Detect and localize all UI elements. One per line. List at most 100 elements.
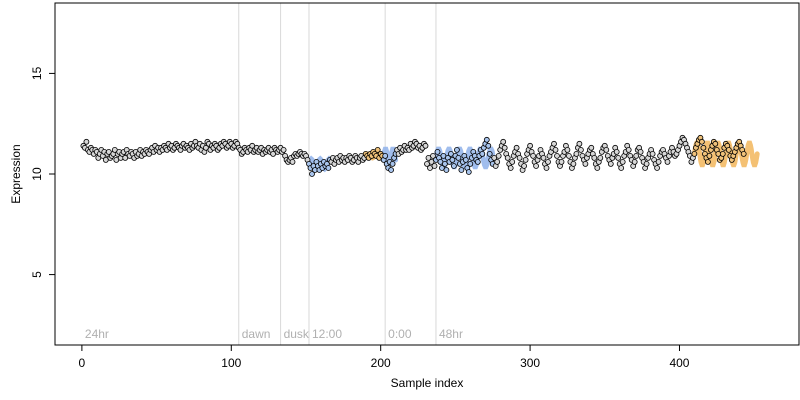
y-axis-label: Expression [9, 144, 23, 203]
segment-label: dawn [242, 327, 271, 341]
data-point [450, 163, 457, 169]
data-point [513, 144, 520, 151]
data-point [495, 152, 502, 159]
data-point [654, 165, 660, 171]
data-point [500, 138, 507, 145]
data-point [631, 158, 638, 165]
data-point [633, 152, 640, 159]
data-point [643, 160, 650, 167]
data-point [504, 154, 511, 161]
data-point [740, 150, 747, 157]
data-point [522, 156, 529, 163]
data-point [453, 146, 460, 153]
data-point [501, 144, 508, 151]
data-point [430, 152, 436, 159]
data-point [422, 142, 429, 149]
data-point [554, 152, 560, 159]
data-point [613, 148, 620, 155]
data-point [719, 150, 726, 157]
data-point [566, 152, 572, 159]
data-point [691, 150, 698, 157]
data-point [527, 142, 533, 149]
data-point [443, 167, 450, 173]
data-point [486, 150, 493, 157]
segment-label: 24hr [85, 327, 109, 341]
data-point [540, 154, 547, 161]
data-point [664, 158, 671, 165]
x-tick-label: 300 [520, 356, 540, 370]
data-point [578, 146, 584, 153]
data-point [434, 148, 441, 155]
data-point [725, 146, 732, 153]
data-point [465, 169, 472, 175]
data-point [83, 138, 90, 145]
segment-label: 48hr [439, 327, 463, 341]
data-point [607, 160, 614, 167]
data-point [533, 163, 539, 169]
segment-labels: 24hr dawn dusk 12:00 0:00 48hr [85, 327, 463, 341]
data-point [618, 165, 625, 171]
y-axis: 5 10 15 [30, 66, 56, 278]
data-point [552, 146, 559, 153]
data-point [712, 140, 719, 147]
x-tick-label: 100 [221, 356, 241, 370]
y-tick-label: 15 [30, 66, 44, 80]
data-point [649, 150, 656, 157]
data-point [591, 154, 598, 161]
segment-dividers [238, 3, 437, 345]
data-point [655, 158, 662, 165]
x-tick-label: 0 [79, 356, 86, 370]
data-point [462, 156, 469, 163]
data-point [603, 146, 610, 153]
x-tick-label: 400 [669, 356, 689, 370]
data-point [573, 150, 580, 157]
data-point [389, 160, 396, 167]
data-point [570, 160, 577, 167]
data-point [479, 150, 486, 157]
data-point [507, 165, 514, 171]
data-point [509, 158, 516, 165]
y-tick-label: 5 [30, 271, 44, 278]
data-point [388, 167, 395, 173]
data-point [458, 167, 465, 173]
data-point [699, 138, 705, 145]
x-axis: 0 100 200 300 400 [79, 344, 690, 370]
data-point [325, 165, 332, 171]
data-point [516, 154, 523, 161]
data-point [564, 146, 571, 153]
data-point [615, 154, 622, 161]
data-point [521, 163, 527, 169]
data-point [449, 156, 456, 163]
data-point [474, 158, 481, 165]
data-point [594, 165, 601, 171]
data-point [382, 152, 389, 159]
data-point [545, 158, 551, 165]
data-point [625, 146, 632, 153]
data-point [289, 158, 296, 165]
data-point [551, 140, 557, 147]
data-point [706, 152, 713, 159]
data-point [280, 146, 287, 153]
data-point [431, 163, 438, 169]
data-point [530, 152, 536, 159]
x-axis-label: Sample index [391, 376, 464, 390]
data-point [485, 142, 492, 149]
y-tick-label: 10 [30, 167, 44, 181]
data-point [467, 160, 474, 167]
data-point [637, 148, 644, 155]
data-point [582, 160, 589, 167]
data-point [705, 158, 711, 165]
data-point [455, 154, 462, 161]
data-point [483, 136, 490, 143]
data-point [597, 154, 604, 161]
data-points [80, 134, 747, 177]
data-point [588, 144, 595, 151]
data-point [558, 158, 565, 165]
data-point [309, 171, 315, 177]
segment-label: 0:00 [388, 327, 412, 341]
x-tick-label: 200 [371, 356, 391, 370]
segment-label: 12:00 [312, 327, 342, 341]
data-point [700, 144, 707, 151]
data-point [374, 146, 381, 153]
